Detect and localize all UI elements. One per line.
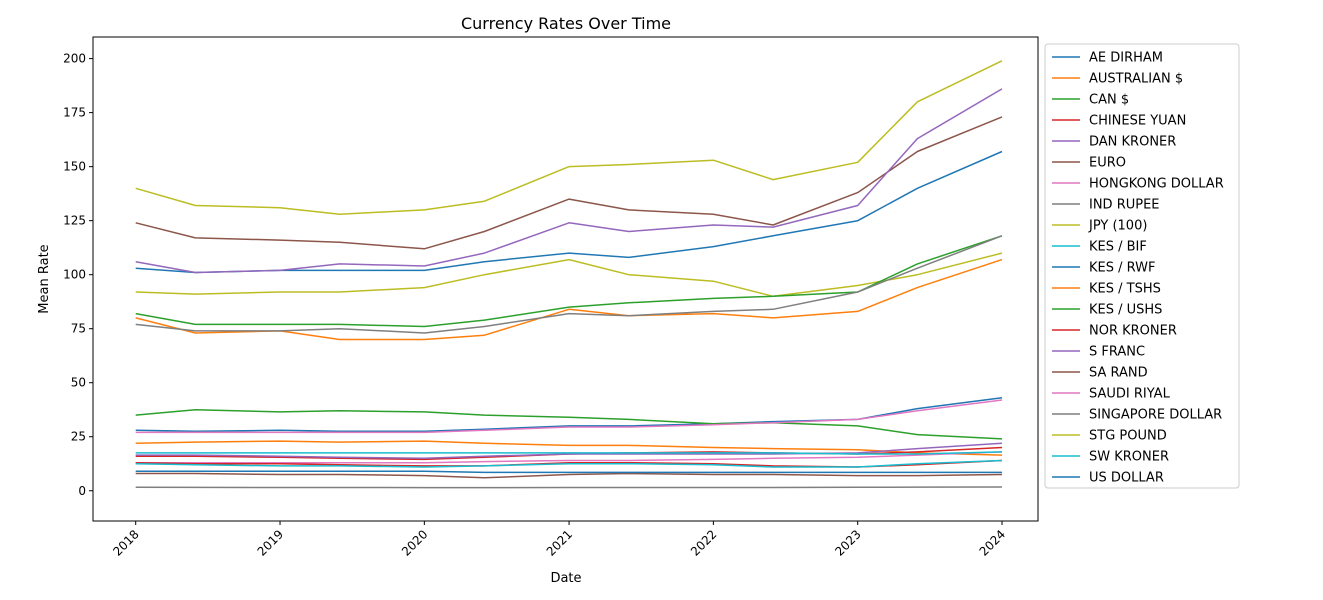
- series-line-s-franc: [135, 88, 1003, 274]
- series-line-kes-tshs: [135, 258, 1003, 341]
- x-tick-label: 2024: [977, 527, 1008, 558]
- x-tick-label: 2018: [110, 527, 141, 558]
- legend-label: CHINESE YUAN: [1089, 114, 1186, 129]
- series-line-euro: [135, 116, 1003, 250]
- y-tick-label: 75: [71, 322, 86, 336]
- series-line-singapore-dollar: [135, 235, 1003, 334]
- y-tick-label: 150: [63, 160, 86, 174]
- legend-label: IND RUPEE: [1089, 198, 1160, 213]
- legend-label: KES / USHS: [1089, 303, 1162, 318]
- y-tick-label: 175: [63, 106, 86, 120]
- legend-label: CAN $: [1089, 93, 1129, 108]
- legend-label: STG POUND: [1089, 429, 1167, 444]
- y-tick-label: 125: [63, 214, 86, 228]
- plot-area: [135, 60, 1003, 489]
- legend-entry: IND RUPEE: [1052, 198, 1160, 213]
- series-line-jpy-100: [135, 252, 1003, 298]
- series-line-sw-kroner: [135, 459, 1003, 468]
- y-tick-label: 100: [63, 268, 86, 282]
- series-line-ind-rupee: [135, 486, 1003, 489]
- legend-entry: S FRANC: [1052, 345, 1145, 360]
- plot-frame: [92, 36, 1039, 522]
- series-line-stg-pound: [135, 60, 1003, 215]
- x-tick-label: 2022: [688, 527, 719, 558]
- y-tick-label: 50: [71, 376, 86, 390]
- legend-label: KES / BIF: [1089, 240, 1147, 255]
- legend-label: SA RAND: [1089, 366, 1148, 381]
- legend-entry: NOR KRONER: [1052, 324, 1177, 339]
- legend-entry: KES / USHS: [1052, 303, 1162, 318]
- legend-label: US DOLLAR: [1089, 471, 1164, 486]
- legend-label: HONGKONG DOLLAR: [1089, 177, 1224, 192]
- x-tick-label: 2020: [399, 527, 430, 558]
- y-axis: 0 25 50 75 100 125 150 175 200: [63, 52, 93, 498]
- series-line-hongkong-dollar: [135, 451, 1003, 464]
- legend-entry: KES / RWF: [1052, 261, 1155, 276]
- legend-entry: SAUDI RIYAL: [1052, 387, 1171, 402]
- legend-entry: SW KRONER: [1052, 450, 1169, 465]
- y-tick-label: 0: [78, 484, 86, 498]
- series-line-kes-rwf: [135, 150, 1003, 274]
- y-tick-label: 25: [71, 430, 86, 444]
- series-line-saudi-riyal: [135, 399, 1003, 434]
- legend-label: DAN KRONER: [1089, 135, 1176, 150]
- legend-label: S FRANC: [1089, 345, 1145, 360]
- legend-entry: CAN $: [1052, 93, 1129, 108]
- legend-label: AUSTRALIAN $: [1089, 72, 1183, 87]
- legend-entry: DAN KRONER: [1052, 135, 1176, 150]
- chart-title: Currency Rates Over Time: [461, 14, 671, 33]
- x-tick-label: 2023: [832, 527, 863, 558]
- legend-entry: SINGAPORE DOLLAR: [1052, 408, 1222, 423]
- legend-label: AE DIRHAM: [1089, 51, 1163, 66]
- legend-label: KES / RWF: [1089, 261, 1155, 276]
- legend-label: KES / TSHS: [1089, 282, 1161, 297]
- legend-entry: CHINESE YUAN: [1052, 114, 1186, 129]
- series-line-dan-kroner: [135, 442, 1003, 460]
- legend-label: JPY (100): [1088, 219, 1147, 234]
- legend-label: SAUDI RIYAL: [1089, 387, 1171, 402]
- legend-entry: AE DIRHAM: [1052, 51, 1163, 66]
- series-line-sa-rand: [135, 472, 1003, 479]
- series-line-australian: [135, 440, 1003, 456]
- legend-label: SW KRONER: [1089, 450, 1169, 465]
- y-tick-label: 200: [63, 52, 86, 66]
- legend-label: EURO: [1089, 156, 1126, 171]
- legend-entry: KES / TSHS: [1052, 282, 1161, 297]
- series-line-kes-bif: [135, 451, 1003, 455]
- x-tick-label: 2019: [255, 527, 286, 558]
- legend-entry: SA RAND: [1052, 366, 1148, 381]
- y-axis-label: Mean Rate: [37, 244, 52, 313]
- series-line-us-dollar: [135, 470, 1002, 474]
- legend-entry: AUSTRALIAN $: [1052, 72, 1183, 87]
- legend-entry: JPY (100): [1052, 219, 1147, 234]
- legend-frame: [1044, 43, 1240, 489]
- x-axis: 2018 2019 2020 2021 2022 2023 2024: [110, 521, 1008, 559]
- legend-entry: KES / BIF: [1052, 240, 1147, 255]
- x-axis-label: Date: [550, 571, 581, 586]
- legend: AE DIRHAM AUSTRALIAN $ CAN $ CHINESE YUAN DA…: [1044, 43, 1240, 489]
- legend-entry: EURO: [1052, 156, 1126, 171]
- legend-label: NOR KRONER: [1089, 324, 1177, 339]
- legend-entry: STG POUND: [1052, 429, 1167, 444]
- legend-entry: HONGKONG DOLLAR: [1052, 177, 1224, 192]
- series-line-can: [135, 408, 1003, 440]
- legend-label: SINGAPORE DOLLAR: [1089, 408, 1222, 423]
- x-tick-label: 2021: [544, 527, 575, 558]
- legend-entry: US DOLLAR: [1052, 471, 1164, 486]
